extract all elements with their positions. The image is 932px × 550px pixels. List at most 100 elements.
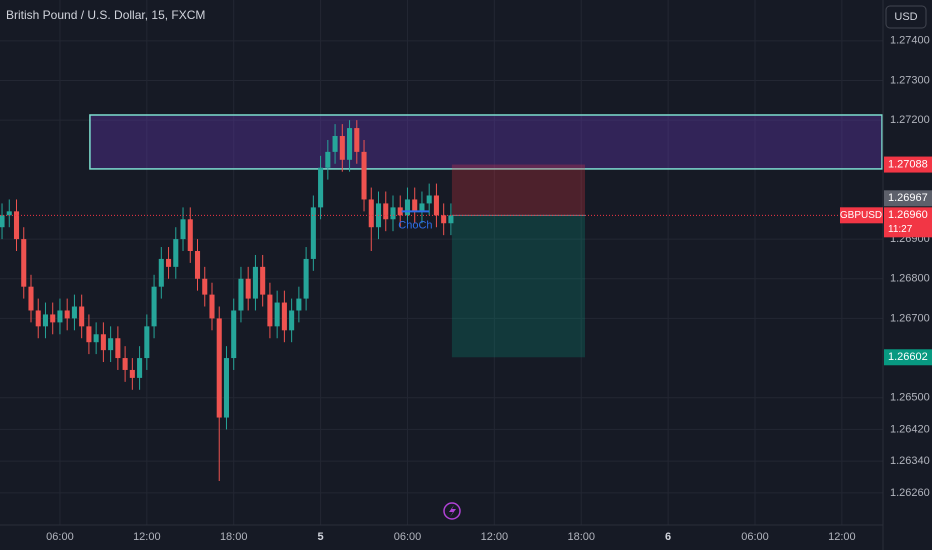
candle-body — [274, 302, 280, 327]
candle-body — [166, 258, 172, 267]
candle-body — [267, 294, 273, 327]
supply-zone — [89, 114, 883, 170]
candle-body — [71, 306, 77, 319]
x-tick-label: 5 — [318, 531, 324, 543]
candle-body — [223, 358, 230, 418]
x-tick-label: 6 — [665, 531, 671, 543]
candle-body — [122, 358, 128, 370]
symbol-label-box — [840, 207, 883, 224]
candle-body — [173, 239, 179, 267]
candle-body — [187, 219, 193, 252]
symbol-label: GBPUSD — [840, 210, 882, 221]
candle-body — [354, 128, 360, 152]
candle-body — [86, 326, 92, 343]
candle-body — [35, 310, 41, 327]
x-tick-label: 18:00 — [220, 531, 248, 543]
price-label-box — [884, 349, 932, 366]
y-tick-label: 1.26340 — [890, 455, 930, 467]
y-tick-label: 1.26260 — [890, 487, 930, 499]
price-label-box — [884, 190, 932, 207]
candle-body — [79, 306, 85, 327]
choch-label: ChoCh — [398, 219, 432, 231]
y-tick-label: 1.27200 — [890, 114, 930, 126]
price-label: 1.26602 — [888, 351, 928, 363]
axes: 1.274001.273001.272001.269001.268001.267… — [46, 35, 932, 543]
candle-body — [129, 369, 135, 378]
candle-body — [13, 211, 20, 240]
candle-body — [151, 286, 157, 327]
price-label: 1.27088 — [888, 158, 928, 170]
y-tick-label: 1.26700 — [890, 312, 930, 324]
candle-body — [289, 310, 295, 331]
candle-body — [390, 207, 396, 220]
candle-body — [137, 358, 143, 378]
y-tick-label: 1.26420 — [890, 423, 930, 435]
x-tick-label: 06:00 — [394, 531, 422, 543]
y-tick-label: 1.26500 — [890, 392, 930, 404]
candle-body — [368, 199, 374, 228]
candle-body — [412, 199, 418, 212]
candle-body — [158, 258, 164, 287]
candle-body — [231, 310, 237, 359]
candle-body — [42, 314, 49, 327]
x-tick-label: 06:00 — [46, 531, 74, 543]
candle-body — [245, 278, 251, 299]
stop-area — [451, 164, 585, 216]
countdown-label: 11:27 — [888, 224, 913, 235]
candle-body — [21, 239, 27, 287]
candle-body — [281, 302, 287, 331]
candle-body — [339, 136, 345, 160]
candle-body — [115, 338, 121, 359]
lightning-bolt[interactable] — [449, 505, 456, 517]
y-tick-label: 1.26800 — [890, 273, 930, 285]
candle-body — [404, 199, 411, 216]
candle-body — [433, 195, 439, 216]
candle-body — [383, 203, 389, 220]
candle-body — [318, 167, 324, 208]
candle-body — [303, 258, 309, 299]
y-tick-label: 1.27400 — [890, 35, 930, 47]
candle-body — [144, 326, 150, 359]
candle-body — [64, 310, 70, 319]
plot: ChoCh — [0, 114, 883, 481]
candle-body — [202, 278, 208, 295]
x-tick-label: 12:00 — [828, 531, 856, 543]
candle-body — [216, 318, 222, 418]
candle-body — [93, 334, 99, 343]
candle-body — [325, 151, 331, 168]
candle-body — [332, 136, 338, 152]
candle-body — [28, 286, 34, 311]
candle-body — [108, 338, 114, 351]
candle-body — [6, 211, 12, 216]
grid — [0, 0, 883, 525]
candle-body — [397, 207, 403, 216]
currency-label[interactable]: USD — [894, 11, 917, 23]
candle-body — [0, 215, 5, 228]
candle-body — [260, 266, 266, 295]
price-label-box — [884, 207, 932, 238]
candle-body — [100, 334, 106, 351]
candle-body — [448, 215, 454, 224]
candle-body — [57, 310, 63, 323]
x-tick-label: 18:00 — [567, 531, 595, 543]
candle-body — [194, 251, 201, 279]
lightning-circle[interactable] — [443, 502, 461, 520]
candle-body — [50, 314, 56, 323]
price-label: 1.26967 — [888, 192, 928, 204]
candle-body — [361, 151, 367, 200]
x-tick-label: 12:00 — [481, 531, 509, 543]
lightning-icon[interactable] — [443, 502, 461, 520]
candle-body — [347, 128, 353, 160]
candle-body — [238, 278, 244, 311]
candle-body — [296, 298, 302, 311]
target-area — [451, 215, 585, 358]
candle-body — [209, 294, 215, 319]
candle-body — [180, 219, 186, 240]
y-tick-label: 1.27300 — [890, 74, 930, 86]
price-label: 1.26960 — [888, 209, 928, 221]
candle-body — [252, 266, 258, 299]
price-label-box — [884, 156, 932, 173]
currency-button[interactable] — [885, 5, 927, 29]
